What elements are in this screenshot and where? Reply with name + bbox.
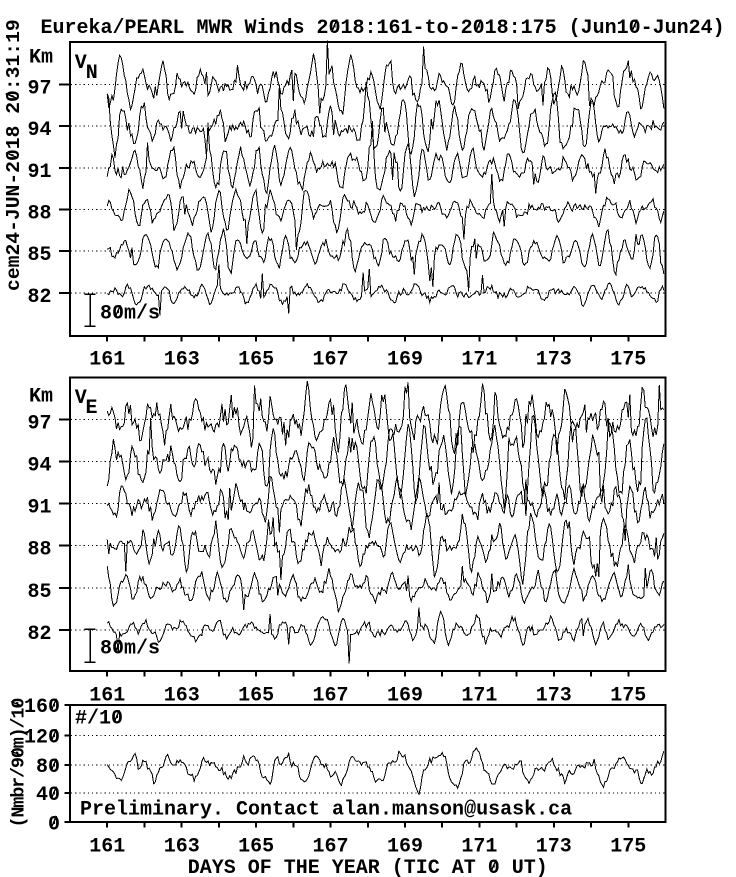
svg-text:Preliminary. Contact alan.mans: Preliminary. Contact alan.manson@usask.c… [80,799,572,822]
svg-text:#/10: #/10 [75,708,123,731]
svg-text:161: 161 [89,685,125,708]
svg-text:80: 80 [36,756,60,779]
svg-text:173: 173 [536,836,572,859]
svg-text:cem24-JUN-2018 20:31:19: cem24-JUN-2018 20:31:19 [3,19,25,291]
svg-text:171: 171 [461,836,497,859]
svg-text:171: 171 [461,349,497,372]
svg-text:0: 0 [48,813,60,836]
svg-text:85: 85 [28,244,52,267]
svg-text:40: 40 [36,784,60,807]
svg-text:173: 173 [536,685,572,708]
svg-text:94: 94 [28,455,52,478]
svg-text:Km: Km [29,386,53,409]
svg-text:175: 175 [610,836,646,859]
svg-text:165: 165 [238,349,274,372]
svg-text:82: 82 [28,286,52,309]
svg-text:V: V [75,52,87,75]
svg-text:167: 167 [313,836,349,859]
svg-text:163: 163 [164,349,200,372]
svg-text:E: E [86,397,98,420]
svg-text:163: 163 [164,836,200,859]
svg-text:167: 167 [313,349,349,372]
svg-text:163: 163 [164,685,200,708]
svg-text:161: 161 [89,349,125,372]
svg-text:80m/s: 80m/s [100,303,160,326]
svg-text:169: 169 [387,836,423,859]
svg-text:165: 165 [238,836,274,859]
svg-text:97: 97 [28,78,52,101]
svg-text:120: 120 [24,727,60,750]
svg-text:91: 91 [28,497,52,520]
svg-text:161: 161 [89,836,125,859]
svg-text:Km: Km [29,47,53,70]
svg-text:V: V [75,387,87,410]
svg-text:97: 97 [28,413,52,436]
svg-text:173: 173 [536,349,572,372]
svg-text:160: 160 [24,696,60,719]
svg-text:Eureka/PEARL MWR Winds 2018:16: Eureka/PEARL MWR Winds 2018:161-to-2018:… [41,17,725,40]
svg-text:94: 94 [28,119,52,142]
svg-text:80m/s: 80m/s [100,638,160,661]
svg-text:167: 167 [313,685,349,708]
svg-text:175: 175 [610,349,646,372]
svg-text:(Nmbr/90m)/10: (Nmbr/90m)/10 [8,698,29,828]
svg-text:175: 175 [610,685,646,708]
svg-text:171: 171 [461,685,497,708]
svg-text:82: 82 [28,623,52,646]
svg-text:91: 91 [28,161,52,184]
svg-text:169: 169 [387,349,423,372]
svg-text:88: 88 [28,539,52,562]
svg-text:88: 88 [28,203,52,226]
svg-text:N: N [86,62,98,85]
svg-text:165: 165 [238,685,274,708]
svg-text:85: 85 [28,581,52,604]
svg-text:169: 169 [387,685,423,708]
svg-text:DAYS OF THE YEAR (TIC AT 0 UT): DAYS OF THE YEAR (TIC AT 0 UT) [188,857,548,877]
